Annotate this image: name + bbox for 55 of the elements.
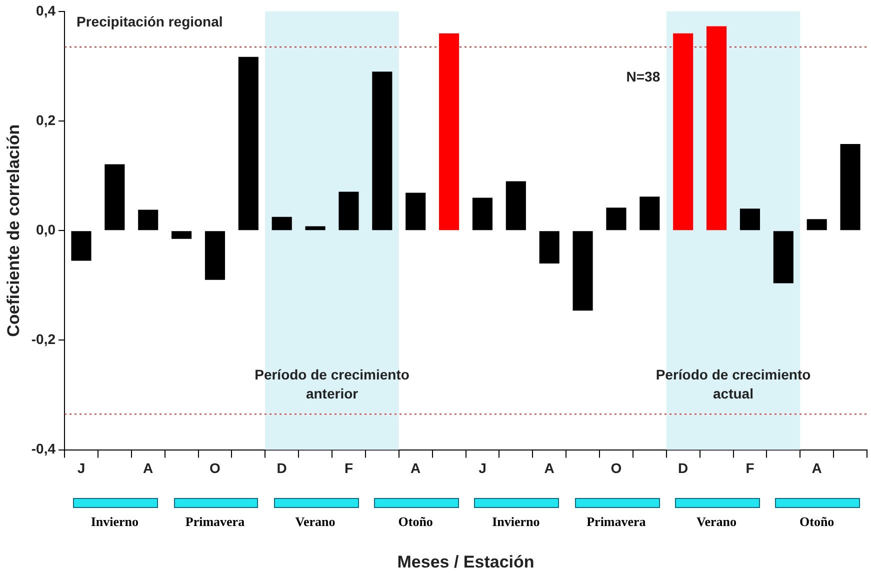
text: Otoño bbox=[798, 514, 836, 530]
x-tick-label: F bbox=[746, 460, 755, 476]
bar bbox=[71, 231, 92, 261]
x-tick-label: D bbox=[678, 460, 688, 476]
y-tick-label: -0,2 bbox=[31, 331, 56, 348]
y-axis-title: Coeficiente de correlación bbox=[4, 124, 23, 337]
bar bbox=[204, 231, 226, 280]
bar bbox=[539, 231, 560, 264]
y-tick-label: 0,0 bbox=[36, 221, 56, 238]
annotation: Precipitación regional bbox=[76, 13, 223, 30]
bar bbox=[606, 208, 626, 230]
y-tick-label: -0,4 bbox=[31, 440, 56, 457]
x-tick-label: A bbox=[544, 460, 554, 476]
bar bbox=[673, 33, 694, 230]
bar bbox=[305, 226, 326, 230]
bar bbox=[272, 216, 292, 230]
x-tick-label: A bbox=[143, 460, 154, 476]
bar bbox=[406, 192, 426, 230]
bar bbox=[238, 56, 258, 230]
bar bbox=[740, 208, 760, 230]
annotation: Período de crecimiento actual bbox=[656, 366, 811, 402]
bar bbox=[138, 210, 158, 230]
bar bbox=[706, 26, 727, 230]
bar bbox=[472, 198, 493, 230]
x-tick-label: F bbox=[344, 460, 354, 476]
bar bbox=[806, 219, 827, 230]
text: Invierno bbox=[90, 514, 140, 530]
x-tick-label: J bbox=[478, 460, 486, 476]
bar bbox=[640, 196, 660, 230]
bar bbox=[840, 144, 860, 230]
bar bbox=[439, 33, 460, 230]
bar bbox=[372, 72, 392, 230]
text: Verano bbox=[294, 514, 336, 530]
x-tick-label: D bbox=[276, 460, 287, 476]
bar bbox=[104, 164, 125, 230]
bar bbox=[572, 231, 593, 311]
annotation: Período de crecimiento anterior bbox=[254, 366, 410, 402]
x-tick-label: A bbox=[812, 460, 822, 476]
x-tick-label: O bbox=[210, 460, 221, 476]
bar bbox=[172, 231, 192, 239]
x-tick-label: O bbox=[610, 460, 622, 476]
x-tick-label: J bbox=[77, 460, 86, 476]
x-tick-label: A bbox=[410, 460, 421, 476]
x-axis-title: Meses / Estación bbox=[397, 552, 534, 572]
text: Invierno bbox=[491, 514, 541, 530]
bar bbox=[338, 192, 359, 230]
y-tick-label: 0,2 bbox=[36, 112, 56, 128]
bar bbox=[773, 231, 794, 284]
bar bbox=[506, 181, 526, 230]
text: Primavera bbox=[184, 514, 246, 530]
annotation: N=38 bbox=[626, 68, 660, 84]
y-tick-label: 0,4 bbox=[36, 2, 56, 18]
text: Otoño bbox=[397, 514, 434, 530]
text: Primavera bbox=[586, 514, 647, 530]
text: Verano bbox=[696, 514, 738, 530]
